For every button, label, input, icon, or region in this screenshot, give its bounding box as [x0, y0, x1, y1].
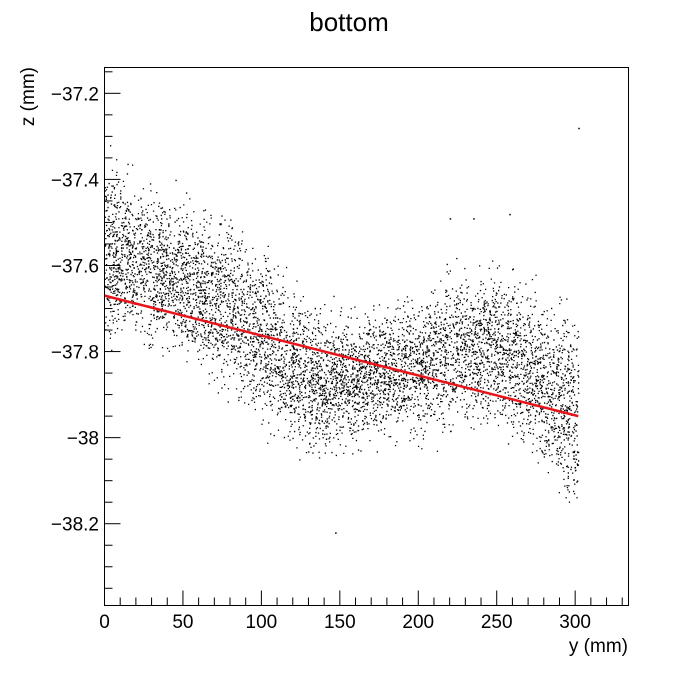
y-tick-label: −37.4	[51, 170, 100, 191]
scatter-points	[104, 145, 580, 503]
x-axis-ticks: 0 50 100 150 200 250 300	[99, 590, 623, 633]
x-tick-label: 0	[99, 612, 110, 633]
y-tick-label: −37.2	[51, 84, 99, 105]
fit-line-layer	[104, 294, 579, 418]
outlier-point	[509, 213, 511, 216]
y-axis-ticks: −37.2 −37.4 −37.6 −37.8 −38 −38.2	[51, 71, 121, 589]
y-axis-label: z (mm)	[18, 67, 39, 126]
x-tick-label: 50	[172, 612, 193, 633]
x-axis-label: y (mm)	[569, 636, 628, 657]
point-cloud-layer	[104, 127, 580, 534]
x-tick-label: 300	[559, 612, 591, 633]
outlier-point	[335, 532, 337, 534]
outlier-point	[473, 218, 475, 220]
y-tick-label: −37.8	[51, 343, 99, 364]
y-tick-label: −38.2	[51, 515, 99, 536]
x-tick-label: 100	[246, 612, 278, 633]
y-tick-label: −37.6	[51, 256, 99, 277]
y-tick-label: −38	[67, 429, 99, 450]
plot-frame	[104, 67, 629, 606]
x-tick-label: 200	[402, 612, 434, 633]
outlier-point	[449, 218, 452, 220]
x-tick-label: 150	[324, 612, 356, 633]
chart-title: bottom	[309, 7, 389, 37]
fit-line	[104, 294, 579, 418]
outlier-point	[578, 127, 580, 130]
x-tick-label: 250	[481, 612, 513, 633]
